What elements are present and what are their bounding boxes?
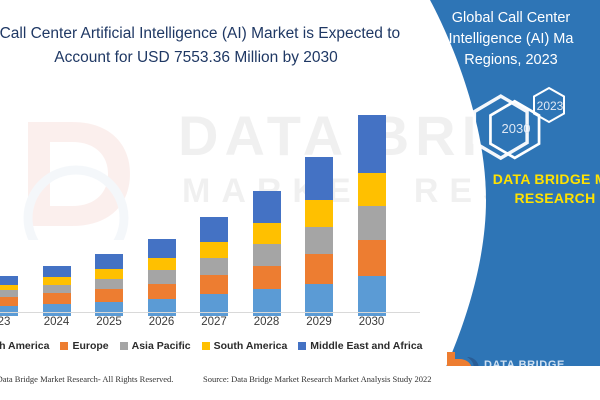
bar-segment: [357, 276, 386, 316]
bar-segment: [305, 254, 333, 284]
x-axis-label: 2027: [201, 316, 227, 328]
bar-segment: [252, 265, 281, 290]
legend-label: North America: [0, 340, 50, 352]
bar-segment: [357, 205, 386, 241]
bar-segment: [200, 258, 228, 276]
x-axis-label: 23: [0, 316, 11, 328]
panel-brand-text: DATA BRIDGE MA RESEARCH: [492, 171, 600, 206]
legend-label: Middle East and Africa: [310, 340, 423, 352]
bar-segment: [42, 265, 71, 278]
bar-column: [42, 265, 71, 316]
legend-item: Asia Pacific: [119, 340, 191, 352]
legend-label: Asia Pacific: [131, 340, 191, 352]
panel-title: Global Call Center Intelligence (AI) Ma …: [448, 10, 574, 68]
bar-segment: [0, 284, 18, 291]
watermark-logo-icon: [23, 122, 130, 240]
legend-swatch: [60, 342, 69, 350]
bar-segment: [42, 277, 71, 285]
bar-segment: [200, 294, 228, 316]
bar-segment: [252, 222, 281, 244]
bar-segment: [0, 297, 18, 306]
bar-segment: [147, 270, 176, 284]
bar-segment: [0, 276, 18, 285]
bar-segment: [95, 289, 123, 302]
bar-segment: [147, 298, 176, 316]
legend-item: North America: [0, 340, 49, 352]
bar-column: [95, 254, 123, 316]
x-axis-line: [0, 312, 420, 313]
legend-swatch: [298, 342, 307, 350]
legend-swatch: [201, 342, 210, 350]
chart-legend: North America Europe Asia Pacific South Ame…: [0, 340, 424, 352]
bar-segment: [357, 240, 386, 277]
legend-label: South America: [213, 340, 288, 352]
bar-segment: [147, 283, 176, 299]
footer-bar: [0, 366, 600, 400]
bar-segment: [357, 172, 386, 206]
bar-segment: [0, 290, 18, 298]
x-axis-label: 2029: [306, 316, 332, 328]
bar-segment: [200, 241, 228, 259]
bar-segment: [147, 239, 176, 259]
bar-segment: [0, 305, 18, 316]
footer-source: Source: Data Bridge Market Research Mark…: [203, 374, 432, 384]
hex-2030-label: 2030: [502, 121, 531, 136]
stacked-bar-chart: [0, 84, 420, 316]
hex-2023-label: 2023: [537, 99, 564, 113]
hex-2023-outline: [533, 86, 565, 124]
bar-segment: [305, 226, 333, 255]
bar-column: [252, 190, 281, 316]
hex-2030-shape: [472, 94, 529, 161]
bar-segment: [305, 157, 333, 201]
legend-swatch: [119, 342, 128, 350]
bar-column: [0, 276, 18, 316]
bar-column: [147, 239, 176, 316]
bar-segment: [252, 289, 281, 316]
bar-segment: [147, 258, 176, 271]
bar-segment: [357, 114, 386, 173]
x-axis-label: 2024: [43, 316, 70, 328]
bar-column: [357, 114, 386, 316]
bar-segment: [200, 217, 228, 242]
bar-segment: [252, 190, 281, 223]
bar-segment: [42, 293, 71, 304]
legend-label: Europe: [72, 340, 109, 352]
bar-segment: [305, 283, 333, 316]
legend-item: Middle East and Africa: [298, 340, 423, 352]
x-axis-label: 2025: [96, 316, 122, 328]
bar-segment: [95, 269, 123, 279]
bar-segment: [42, 284, 71, 294]
bar-segment: [42, 303, 71, 316]
x-axis-label: 2026: [148, 316, 175, 328]
watermark-text-line1: DATA BRI: [178, 104, 484, 167]
page-title: l Call Center Artificial Intelligence (A…: [0, 25, 401, 66]
bar-segment: [95, 301, 123, 316]
legend-item: South America: [201, 340, 288, 352]
footer-copyright: ected © Data Bridge Market Research- All…: [0, 374, 174, 384]
side-panel: 2030 2023: [400, 0, 600, 400]
bar-column: [305, 157, 333, 316]
x-axis-label: 2030: [358, 316, 385, 328]
bar-segment: [200, 275, 228, 295]
bar-segment: [95, 278, 123, 290]
x-axis-label: 2028: [253, 316, 280, 328]
bar-segment: [305, 200, 333, 227]
bar-column: [200, 217, 228, 316]
bar-segment: [252, 243, 281, 266]
legend-item: Europe: [60, 340, 109, 352]
bar-segment: [95, 254, 123, 270]
